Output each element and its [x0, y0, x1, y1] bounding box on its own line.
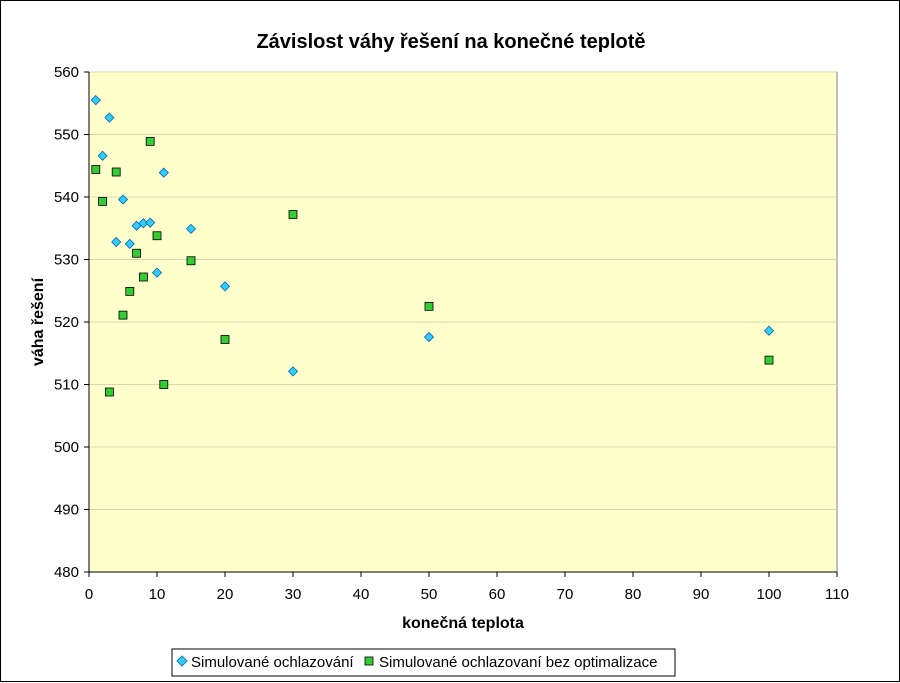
data-point-series-2: [145, 136, 155, 146]
y-tick-label: 530: [54, 252, 79, 269]
data-point-series-2: [186, 256, 196, 266]
data-point-series-2: [118, 310, 128, 320]
x-tick-label: 20: [217, 586, 234, 603]
tick-labels: 480 490 500 510 520 530 540 550 560 0 10 20 30 40 50 60…: [54, 64, 849, 603]
data-point-series-2: [125, 286, 135, 296]
data-point-series-2: [288, 210, 298, 219]
chart-title: Závislost váhy řešení na konečné teplotě: [256, 31, 645, 53]
data-markers: [90, 95, 775, 397]
legend-diamond-marker: [176, 655, 188, 667]
x-tick-label: 10: [149, 586, 166, 603]
data-point-series-2: [424, 301, 434, 311]
x-tick-label: 30: [285, 586, 302, 603]
x-tick-label: 0: [85, 586, 93, 603]
data-point-series-1: [158, 167, 169, 178]
y-axis-title: váha řešení: [30, 277, 47, 366]
y-tick-label: 500: [54, 439, 79, 456]
axes: [84, 71, 838, 577]
x-tick-label: 110: [825, 586, 849, 603]
y-tick-label: 480: [54, 564, 79, 581]
data-point-series-1: [145, 217, 156, 228]
x-axis-title: konečná teplota: [402, 615, 524, 632]
data-point-series-1: [104, 112, 115, 123]
legend-label-series-2: Simulované ochlazovaní bez optimalizace: [379, 654, 658, 671]
x-tick-label: 80: [625, 586, 642, 603]
data-point-series-2: [111, 167, 121, 177]
x-tick-label: 50: [421, 586, 438, 603]
data-point-series-2: [159, 380, 169, 389]
x-tick-label: 70: [557, 586, 574, 603]
data-point-series-2: [105, 387, 114, 397]
data-point-series-2: [220, 335, 230, 344]
data-point-series-2: [138, 272, 148, 282]
x-tick-label: 40: [353, 586, 370, 603]
data-point-series-1: [287, 366, 299, 377]
y-tick-label: 540: [54, 189, 79, 206]
data-point-series-1: [111, 236, 122, 248]
data-point-series-1: [90, 95, 101, 106]
data-point-series-1: [97, 150, 108, 161]
legend: Simulované ochlazování Simulované ochlaz…: [171, 648, 676, 677]
grid-lines: [89, 71, 837, 510]
x-tick-label: 100: [756, 586, 781, 603]
data-point-series-2: [152, 231, 162, 241]
x-tick-label: 60: [489, 586, 506, 603]
y-tick-label: 550: [54, 127, 79, 144]
data-point-series-1: [124, 238, 135, 249]
data-point-series-2: [764, 355, 774, 365]
data-point-series-1: [185, 223, 197, 234]
y-tick-label: 510: [54, 377, 79, 394]
data-point-series-1: [763, 325, 775, 336]
data-point-series-1: [151, 267, 163, 278]
y-tick-label: 520: [54, 314, 79, 331]
x-tick-label: 90: [693, 586, 710, 603]
data-point-series-2: [98, 196, 107, 206]
legend-square-marker: [364, 656, 374, 666]
data-point-series-1: [423, 331, 435, 343]
legend-label-series-1: Simulované ochlazování: [191, 654, 354, 671]
data-point-series-1: [117, 194, 129, 205]
data-point-series-1: [219, 281, 231, 292]
data-point-series-2: [91, 165, 101, 174]
y-tick-label: 560: [54, 64, 79, 81]
data-point-series-2: [132, 248, 142, 258]
y-tick-label: 490: [54, 502, 79, 519]
legend-box: [171, 648, 676, 677]
